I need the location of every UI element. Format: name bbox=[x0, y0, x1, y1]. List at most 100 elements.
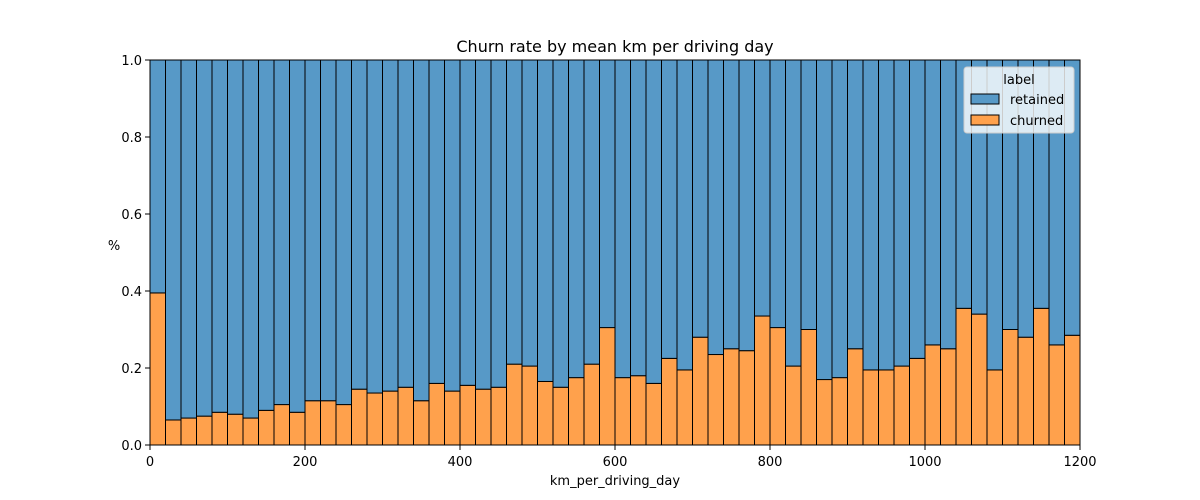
bar-churned-1120 bbox=[1017, 336, 1034, 446]
bar-retained-560 bbox=[583, 59, 600, 365]
bar-retained-900 bbox=[847, 59, 864, 350]
bar-retained-280 bbox=[366, 59, 383, 394]
bar-retained-360 bbox=[428, 59, 445, 384]
bar-retained-660 bbox=[661, 59, 678, 359]
legend-title: label bbox=[1003, 73, 1034, 88]
bar-retained-860 bbox=[816, 59, 833, 381]
bar-churned-960 bbox=[893, 365, 910, 446]
bar-retained-320 bbox=[397, 59, 414, 388]
bar-retained-260 bbox=[351, 59, 368, 390]
x-tick-label-0: 0 bbox=[146, 455, 154, 470]
x-tick-label-1200: 1200 bbox=[1063, 455, 1096, 470]
bar-churned-720 bbox=[707, 354, 724, 446]
bar-churned-360 bbox=[428, 382, 445, 446]
bar-churned-880 bbox=[831, 377, 848, 446]
bar-retained-960 bbox=[893, 59, 910, 367]
legend[interactable]: label retained churned bbox=[963, 66, 1075, 134]
bar-churned-500 bbox=[537, 380, 554, 446]
x-tick-label-400: 400 bbox=[448, 455, 473, 470]
bar-retained-380 bbox=[444, 59, 461, 392]
bar-retained-440 bbox=[490, 59, 507, 388]
bar-churned-240 bbox=[335, 404, 352, 446]
bar-retained-580 bbox=[599, 59, 616, 329]
bar-churned-820 bbox=[785, 365, 802, 446]
x-tick-label-1000: 1000 bbox=[908, 455, 941, 470]
bar-retained-600 bbox=[614, 59, 631, 379]
bar-churned-120 bbox=[242, 417, 259, 446]
bar-churned-800 bbox=[769, 327, 786, 446]
bar-churned-540 bbox=[568, 377, 585, 446]
bar-churned-380 bbox=[444, 390, 461, 446]
bar-retained-40 bbox=[180, 59, 197, 419]
y-tick-label-0.4: 0.4 bbox=[121, 285, 142, 300]
x-tick-label-800: 800 bbox=[758, 455, 783, 470]
bar-retained-640 bbox=[645, 59, 662, 384]
bar-retained-720 bbox=[707, 59, 724, 356]
bar-churned-1040 bbox=[955, 307, 972, 446]
bar-retained-460 bbox=[506, 59, 523, 365]
bar-retained-20 bbox=[165, 59, 182, 421]
bar-retained-840 bbox=[800, 59, 817, 330]
bar-churned-0 bbox=[149, 292, 166, 446]
bar-churned-480 bbox=[521, 365, 538, 446]
bar-retained-620 bbox=[630, 59, 647, 377]
x-tick-label-200: 200 bbox=[293, 455, 318, 470]
bar-churned-460 bbox=[506, 363, 523, 446]
x-axis: 0 200 400 600 800 1000 1200 bbox=[146, 445, 1097, 470]
bar-churned-560 bbox=[583, 363, 600, 446]
bar-churned-1080 bbox=[986, 369, 1003, 446]
bar-churned-140 bbox=[258, 409, 275, 446]
bar-retained-740 bbox=[723, 59, 740, 350]
bar-retained-760 bbox=[738, 59, 755, 352]
bar-churned-300 bbox=[382, 390, 399, 446]
bar-retained-400 bbox=[459, 59, 476, 386]
bar-retained-1020 bbox=[940, 59, 957, 350]
legend-swatch-retained bbox=[970, 93, 1000, 105]
bar-retained-520 bbox=[552, 59, 569, 388]
bar-retained-480 bbox=[521, 59, 538, 367]
bar-churned-900 bbox=[847, 348, 864, 446]
bar-retained-120 bbox=[242, 59, 259, 419]
bar-retained-140 bbox=[258, 59, 275, 411]
bar-retained-100 bbox=[227, 59, 244, 415]
bar-churned-40 bbox=[180, 417, 197, 446]
bar-retained-540 bbox=[568, 59, 585, 379]
bar-retained-680 bbox=[676, 59, 693, 371]
bar-retained-80 bbox=[211, 59, 228, 413]
bar-retained-300 bbox=[382, 59, 399, 392]
bar-churned-640 bbox=[645, 382, 662, 446]
y-tick-label-1.0: 1.0 bbox=[121, 54, 142, 69]
x-axis-label: km_per_driving_day bbox=[550, 474, 681, 489]
y-tick-label-0.0: 0.0 bbox=[121, 439, 142, 454]
legend-label-retained: retained bbox=[1010, 93, 1064, 108]
bar-churned-80 bbox=[211, 411, 228, 446]
bars-group bbox=[149, 59, 1081, 446]
bar-churned-100 bbox=[227, 413, 244, 446]
bar-retained-820 bbox=[785, 59, 802, 367]
bar-churned-1100 bbox=[1002, 329, 1019, 446]
bar-retained-160 bbox=[273, 59, 290, 406]
bar-churned-760 bbox=[738, 350, 755, 446]
bar-retained-340 bbox=[413, 59, 430, 402]
legend-label-churned: churned bbox=[1010, 114, 1063, 129]
bar-churned-1160 bbox=[1048, 344, 1065, 446]
y-tick-label-0.2: 0.2 bbox=[121, 362, 142, 377]
bar-churned-160 bbox=[273, 404, 290, 446]
bar-churned-1020 bbox=[940, 348, 957, 446]
bar-churned-1180 bbox=[1064, 334, 1081, 446]
bar-churned-860 bbox=[816, 379, 833, 446]
bar-churned-620 bbox=[630, 375, 647, 446]
bar-churned-200 bbox=[304, 400, 321, 446]
bar-retained-920 bbox=[862, 59, 879, 371]
y-tick-label-0.6: 0.6 bbox=[121, 208, 142, 223]
bar-churned-340 bbox=[413, 400, 430, 446]
bar-churned-580 bbox=[599, 327, 616, 446]
bar-churned-320 bbox=[397, 386, 414, 446]
bar-retained-420 bbox=[475, 59, 492, 390]
bar-churned-440 bbox=[490, 386, 507, 446]
y-axis: 0.0 0.2 0.4 0.6 0.8 1.0 bbox=[121, 54, 150, 454]
bar-retained-0 bbox=[149, 59, 166, 294]
bar-churned-700 bbox=[692, 336, 709, 446]
bar-retained-1000 bbox=[924, 59, 941, 346]
